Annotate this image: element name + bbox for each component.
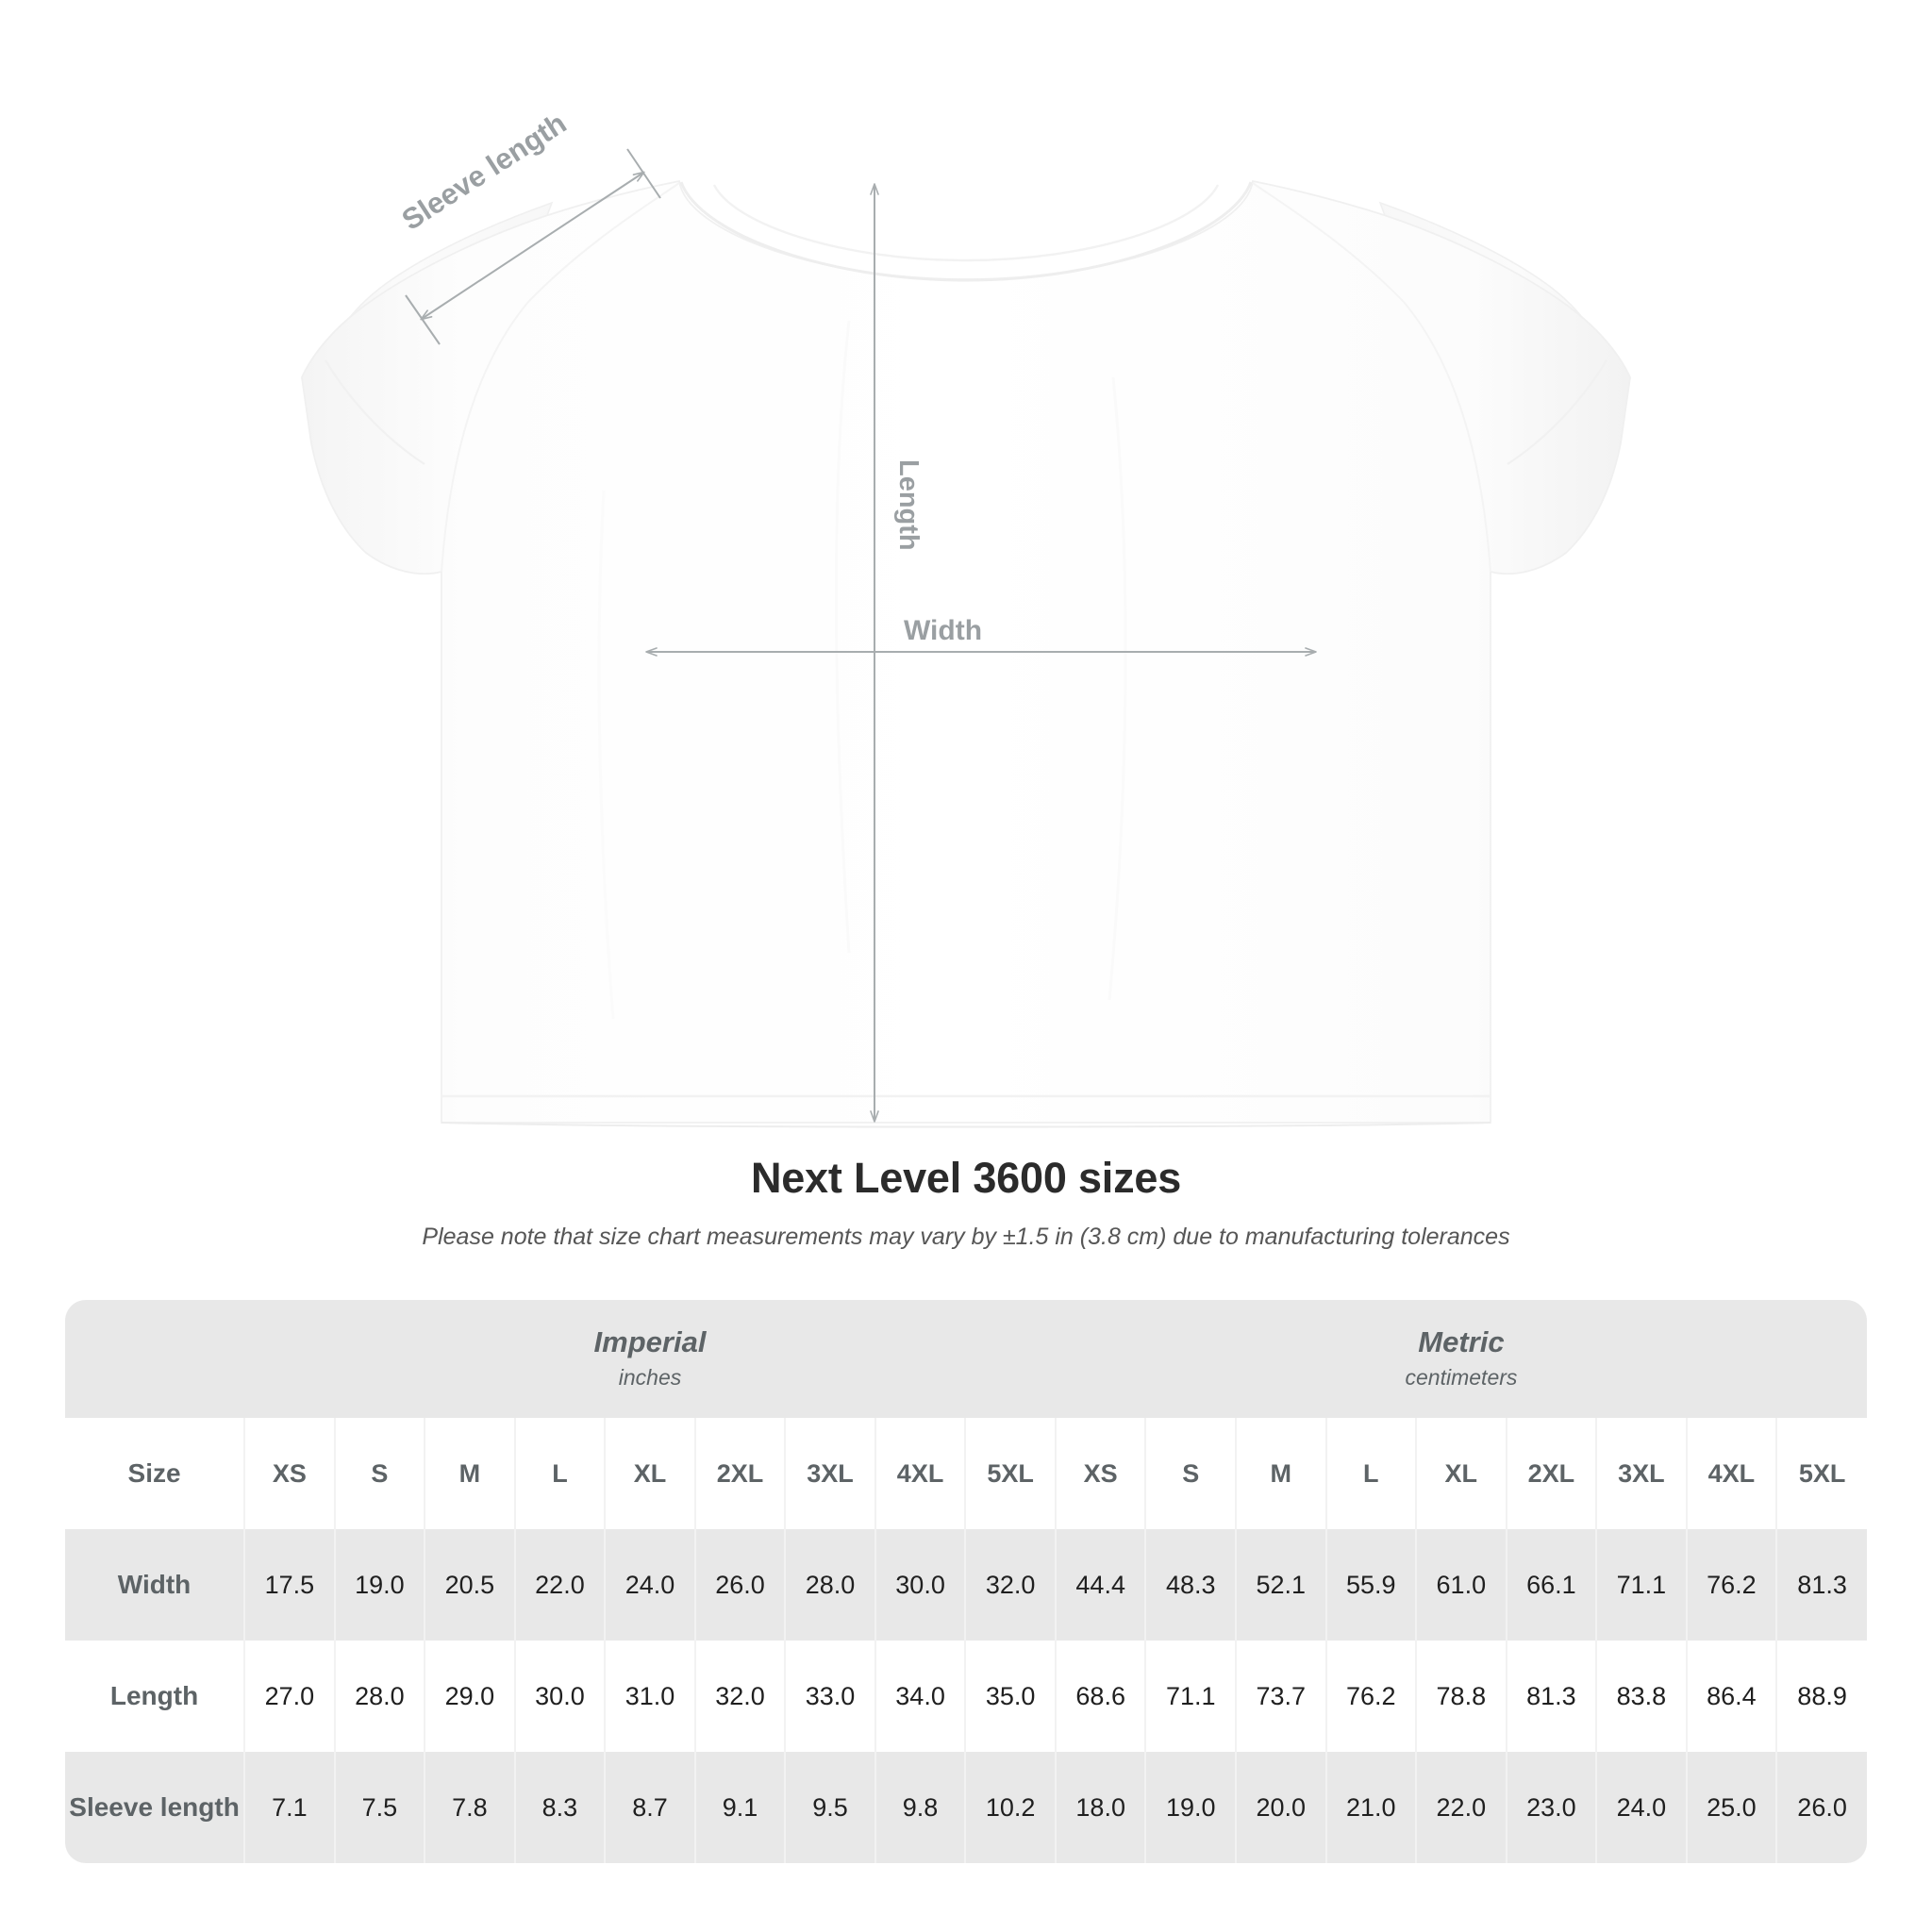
title-block: Next Level 3600 sizes Please note that s… [0, 1153, 1932, 1253]
page-title: Next Level 3600 sizes [750, 1154, 1182, 1202]
measurement-cell: 20.0 [1234, 1752, 1326, 1863]
measurement-cell: 25.0 [1685, 1752, 1777, 1863]
measurement-cell: 48.3 [1144, 1529, 1236, 1641]
measurement-cell: 20.5 [424, 1529, 515, 1641]
garment-shape [301, 179, 1631, 1128]
measurement-cell: 83.8 [1595, 1641, 1687, 1752]
size-header-cell: L [1324, 1418, 1417, 1529]
measurement-cell: 8.3 [513, 1752, 606, 1863]
table-row: Length 27.0 28.0 29.0 30.0 31.0 32.0 33.0 34.0 35… [65, 1641, 1867, 1752]
size-header-cell: 5XL [964, 1418, 1056, 1529]
size-header-cell: 3XL [784, 1418, 875, 1529]
size-header-cell: 2XL [693, 1418, 786, 1529]
measurement-cell: 78.8 [1415, 1641, 1507, 1752]
measurement-cell: 71.1 [1144, 1641, 1236, 1752]
measurement-cell: 27.0 [243, 1641, 335, 1752]
unit-block-sub: centimeters [1405, 1365, 1518, 1391]
row-label-width: Width [65, 1529, 245, 1641]
size-header-cell: 3XL [1595, 1418, 1687, 1529]
size-chart-table-wrapper: Imperial inches Metric centimeters Size XS S M L… [65, 1300, 1867, 1863]
unit-band-spacer [65, 1300, 245, 1418]
measurement-cell: 18.0 [1054, 1752, 1146, 1863]
measurement-cell: 30.0 [513, 1641, 606, 1752]
measurement-cell: 26.0 [693, 1529, 786, 1641]
measurement-cell: 22.0 [1415, 1752, 1507, 1863]
width-label: Width [904, 615, 982, 646]
size-header-cell: 4XL [1685, 1418, 1777, 1529]
measurement-cell: 24.0 [1595, 1752, 1687, 1863]
unit-block-name: Imperial [593, 1324, 707, 1358]
measurement-cell: 28.0 [784, 1529, 875, 1641]
tshirt-diagram-area: Sleeve length Length Width [301, 107, 1631, 1128]
measurement-cell: 21.0 [1324, 1752, 1417, 1863]
unit-block-sub: inches [618, 1365, 682, 1391]
measurement-cell: 33.0 [784, 1641, 875, 1752]
size-header-cell: 4XL [874, 1418, 966, 1529]
measurement-cell: 52.1 [1234, 1529, 1326, 1641]
measurement-cell: 7.1 [243, 1752, 335, 1863]
measurement-cell: 76.2 [1685, 1529, 1777, 1641]
measurement-cell: 8.7 [604, 1752, 695, 1863]
size-header-cell: XS [1054, 1418, 1146, 1529]
size-header-cell: M [1234, 1418, 1326, 1529]
row-label-length: Length [65, 1641, 245, 1752]
table-row: Sleeve length 7.1 7.5 7.8 8.3 8.7 9.1 9.5 9.8 10.… [65, 1752, 1867, 1863]
measurement-cell: 71.1 [1595, 1529, 1687, 1641]
measurement-cell: 29.0 [424, 1641, 515, 1752]
measurement-cell: 61.0 [1415, 1529, 1507, 1641]
measurement-cell: 44.4 [1054, 1529, 1146, 1641]
size-header-cell: XS [243, 1418, 335, 1529]
measurement-cell: 81.3 [1775, 1529, 1867, 1641]
measurement-cell: 9.1 [693, 1752, 786, 1863]
measurement-cell: 17.5 [243, 1529, 335, 1641]
size-header-row: Size XS S M L XL 2XL 3XL 4XL 5XL XS S M L XL 2XL 3XL 4XL 5… [65, 1418, 1867, 1529]
measurement-cell: 7.5 [333, 1752, 425, 1863]
measurement-cell: 88.9 [1775, 1641, 1867, 1752]
measurement-cell: 7.8 [424, 1752, 515, 1863]
measurement-cell: 32.0 [964, 1529, 1056, 1641]
unit-block-header-imperial: Imperial inches [244, 1300, 1056, 1418]
size-header-cell: XL [1415, 1418, 1507, 1529]
measurement-cell: 35.0 [964, 1641, 1056, 1752]
measurement-cell: 31.0 [604, 1641, 695, 1752]
row-label-header: Size [65, 1418, 245, 1529]
measurement-cell: 19.0 [1144, 1752, 1236, 1863]
size-header-cell: 5XL [1775, 1418, 1867, 1529]
measurement-cell: 66.1 [1505, 1529, 1597, 1641]
measurement-cell: 23.0 [1505, 1752, 1597, 1863]
measurement-cell: 9.5 [784, 1752, 875, 1863]
tshirt-illustration: Sleeve length Length Width [301, 107, 1631, 1128]
unit-block-name: Metric [1418, 1324, 1505, 1358]
measurement-cell: 81.3 [1505, 1641, 1597, 1752]
measurement-cell: 26.0 [1775, 1752, 1867, 1863]
size-header-cell: L [513, 1418, 606, 1529]
measurement-cell: 55.9 [1324, 1529, 1417, 1641]
table-row: Width 17.5 19.0 20.5 22.0 24.0 26.0 28.0 30.0 32.… [65, 1529, 1867, 1641]
measurement-cell: 34.0 [874, 1641, 966, 1752]
length-label: Length [893, 459, 924, 551]
page-subtitle: Please note that size chart measurements… [422, 1224, 1510, 1250]
size-chart-table: Imperial inches Metric centimeters Size XS S M L… [65, 1300, 1867, 1863]
size-header-cell: 2XL [1505, 1418, 1597, 1529]
measurement-cell: 73.7 [1234, 1641, 1326, 1752]
measurement-cell: 76.2 [1324, 1641, 1417, 1752]
measurement-cell: 28.0 [333, 1641, 425, 1752]
size-header-cell: M [424, 1418, 515, 1529]
measurement-cell: 9.8 [874, 1752, 966, 1863]
measurement-cell: 32.0 [693, 1641, 786, 1752]
unit-band-row: Imperial inches Metric centimeters [65, 1300, 1867, 1418]
size-header-cell: S [333, 1418, 425, 1529]
measurement-cell: 10.2 [964, 1752, 1056, 1863]
measurement-cell: 24.0 [604, 1529, 695, 1641]
measurement-cell: 22.0 [513, 1529, 606, 1641]
size-header-cell: XL [604, 1418, 695, 1529]
measurement-cell: 68.6 [1054, 1641, 1146, 1752]
unit-block-header-metric: Metric centimeters [1055, 1300, 1867, 1418]
measurement-cell: 19.0 [333, 1529, 425, 1641]
measurement-cell: 86.4 [1685, 1641, 1777, 1752]
size-header-cell: S [1144, 1418, 1236, 1529]
measurement-cell: 30.0 [874, 1529, 966, 1641]
sleeve-length-measurement-arrow [405, 148, 661, 345]
row-label-sleeve-length: Sleeve length [65, 1752, 245, 1863]
